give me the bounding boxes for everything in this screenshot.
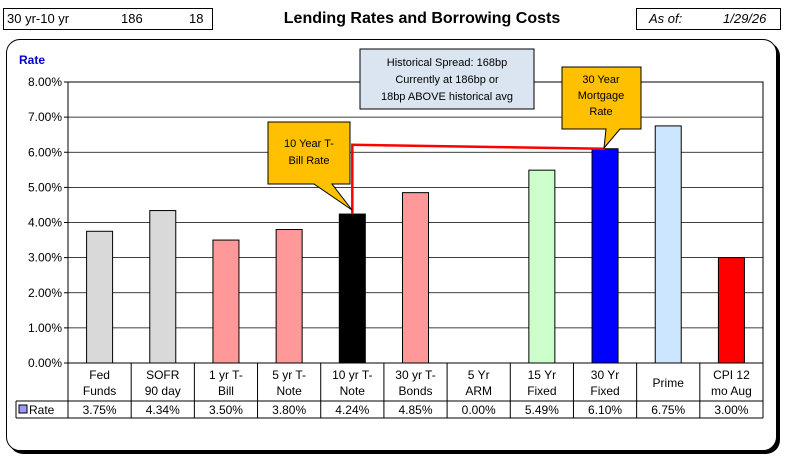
data-label: 4.24% xyxy=(335,403,369,417)
category-label: 30 yr T- xyxy=(395,368,435,382)
y-tick-label: 8.00% xyxy=(28,75,62,89)
category-label: Funds xyxy=(83,384,116,398)
y-tick-label: 0.00% xyxy=(28,356,62,370)
category-label: Note xyxy=(276,384,302,398)
data-label: 3.80% xyxy=(272,403,306,417)
category-label: 1 yr T- xyxy=(209,368,243,382)
ten-year-callout-text: 10 Year T- xyxy=(284,138,334,150)
category-label: 15 Yr xyxy=(528,368,556,382)
data-label: 6.10% xyxy=(588,403,622,417)
as-of-date: 1/29/26 xyxy=(723,11,767,26)
data-label: 3.75% xyxy=(83,403,117,417)
spread-annotation-text: Currently at 186bp or xyxy=(395,74,499,86)
thirty-year-callout xyxy=(561,66,642,150)
bar xyxy=(528,169,556,364)
spread-annotation-text: Historical Spread: 168bp xyxy=(387,57,507,69)
category-label: Bonds xyxy=(398,384,432,398)
spread-annotation-text: 18bp ABOVE historical avg xyxy=(381,91,513,103)
bar xyxy=(212,239,240,364)
category-label: mo Aug xyxy=(711,384,752,398)
data-label: 0.00% xyxy=(462,403,496,417)
category-label: Fed xyxy=(89,368,110,382)
category-label: Fixed xyxy=(590,384,619,398)
thirty-year-callout-text: 30 Year xyxy=(582,74,620,86)
y-tick-label: 3.00% xyxy=(28,251,62,265)
category-label: CPI 12 xyxy=(713,368,750,382)
spread-value: 186 xyxy=(121,11,143,26)
data-label: 3.50% xyxy=(209,403,243,417)
category-label: 5 yr T- xyxy=(272,368,306,382)
spread-label: 30 yr-10 yr xyxy=(7,11,70,26)
as-of-label: As of: xyxy=(649,11,683,26)
category-label: ARM xyxy=(465,384,492,398)
category-label: 10 yr T- xyxy=(332,368,372,382)
bar xyxy=(149,210,177,364)
ten-year-callout-text: Bill Rate xyxy=(289,155,330,167)
bar xyxy=(654,125,682,364)
ten-year-callout xyxy=(267,121,353,211)
chart-title: Lending Rates and Borrowing Costs xyxy=(283,10,561,27)
category-label: 5 Yr xyxy=(468,368,490,382)
category-label: SOFR xyxy=(146,368,180,382)
bar xyxy=(338,213,366,364)
y-tick-label: 2.00% xyxy=(28,286,62,300)
data-label: 5.49% xyxy=(525,403,559,417)
spread-summary-box: 30 yr-10 yr 186 18 xyxy=(3,8,213,30)
legend-swatch xyxy=(18,404,28,414)
spread-annotation-box xyxy=(359,48,535,110)
bar xyxy=(591,148,619,364)
y-tick-label: 5.00% xyxy=(28,180,62,194)
bar xyxy=(717,257,745,364)
y-tick-label: 4.00% xyxy=(28,216,62,230)
data-label: 4.34% xyxy=(146,403,180,417)
category-label: Note xyxy=(340,384,366,398)
bar xyxy=(86,230,114,364)
category-label: 30 Yr xyxy=(591,368,619,382)
category-label: Fixed xyxy=(527,384,556,398)
y-tick-label: 1.00% xyxy=(28,321,62,335)
y-tick-label: 6.00% xyxy=(28,145,62,159)
data-label: 3.00% xyxy=(714,403,748,417)
spread-connector-line xyxy=(351,143,606,215)
thirty-year-callout-text: Mortgage xyxy=(578,90,624,102)
category-label: 90 day xyxy=(145,384,181,398)
above-average-value: 18 xyxy=(189,11,204,26)
y-axis-label: Rate xyxy=(19,53,45,67)
legend-label: Rate xyxy=(29,403,55,417)
as-of-box: As of: 1/29/26 xyxy=(636,8,781,30)
category-label: Prime xyxy=(653,376,685,390)
y-tick-label: 7.00% xyxy=(28,110,62,124)
bar xyxy=(275,229,303,364)
bar xyxy=(402,192,429,364)
thirty-year-callout-text: Rate xyxy=(589,106,612,118)
data-label: 6.75% xyxy=(651,403,685,417)
category-label: Bill xyxy=(218,384,234,398)
data-label: 4.85% xyxy=(398,403,432,417)
